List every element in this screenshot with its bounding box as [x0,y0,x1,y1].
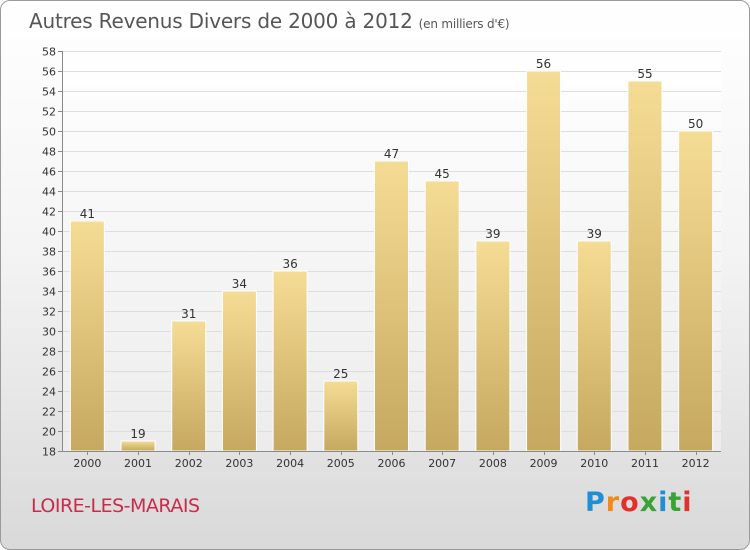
y-tick-label: 30 [42,326,56,339]
y-tick-label: 40 [42,226,56,239]
proxiti-logo[interactable]: Proxiti [585,487,693,518]
bar-2008[interactable]: 39 [475,227,511,452]
y-tick-label: 32 [42,306,56,319]
y-tick-label: 46 [42,166,56,179]
bar-rect[interactable] [627,80,663,452]
x-tick-label: 2001 [124,457,152,470]
bar-rect[interactable] [120,440,156,452]
logo-letter: r [605,487,621,518]
x-tick-label: 2010 [580,457,608,470]
y-tick-label: 48 [42,146,56,159]
x-tick-label: 2011 [631,457,659,470]
x-tick-label: 2002 [175,457,203,470]
bar-value-label: 39 [587,227,602,241]
logo-letter: t [668,487,683,518]
bar-value-label: 25 [333,367,348,381]
bar-value-label: 39 [485,227,500,241]
bar-value-label: 47 [384,147,399,161]
bar-rect[interactable] [221,290,257,452]
x-axis: 2000 2001 2002 2003 2004 2005 2006 2007 2008 2009… [73,451,710,470]
town-name: LOIRE-LES-MARAIS [31,495,200,517]
y-tick-label: 36 [42,266,56,279]
y-tick-label: 34 [42,286,56,299]
bar-rect[interactable] [526,70,562,452]
bar-rect[interactable] [374,160,409,452]
bar-2009[interactable]: 56 [526,57,562,452]
bar-2011[interactable]: 55 [627,67,663,452]
y-tick-label: 26 [42,366,56,379]
x-tick-label: 2008 [479,457,507,470]
x-tick-label: 2012 [682,457,710,470]
bar-2004[interactable]: 36 [272,257,308,452]
bar-rect[interactable] [475,240,511,452]
y-tick-label: 20 [42,426,56,439]
y-tick-label: 42 [42,206,56,219]
logo-letter: i [658,487,669,518]
y-tick-label: 56 [42,66,56,79]
bar-rect[interactable] [171,320,207,452]
bar-2007[interactable]: 45 [424,167,460,452]
y-tick-label: 28 [42,346,56,359]
y-tick-label: 22 [42,406,56,419]
bar-value-label: 34 [232,277,247,291]
bar-value-label: 55 [637,67,652,81]
bar-value-label: 41 [80,207,95,221]
y-tick-label: 58 [42,46,56,59]
bar-2010[interactable]: 39 [576,227,612,452]
y-tick-label: 24 [42,386,56,399]
bars-group: 41 19 31 34 36 25 47 45 39 56 39 55 50 [69,57,714,452]
bar-2005[interactable]: 25 [323,367,359,452]
bar-2006[interactable]: 47 [374,147,409,452]
y-axis: 18 20 22 24 26 28 30 32 34 36 38 40 42 44 46 48 50 52 54 56… [42,46,62,459]
bar-value-label: 31 [181,307,196,321]
chart-title: Autres Revenus Divers de 2000 à 2012 (en … [29,9,510,33]
bar-value-label: 56 [536,57,551,71]
bar-2000[interactable]: 41 [69,207,105,452]
bar-rect[interactable] [272,270,308,452]
chart-subtitle: (en milliers d'€) [418,17,510,31]
bar-value-label: 36 [282,257,297,271]
logo-letter: x [639,487,659,518]
x-tick-label: 2009 [530,457,558,470]
bar-2002[interactable]: 31 [171,307,207,452]
bar-rect[interactable] [323,380,359,452]
chart-title-text: Autres Revenus Divers de 2000 à 2012 [29,9,413,33]
y-tick-label: 38 [42,246,56,259]
y-tick-label: 44 [42,186,56,199]
bar-2003[interactable]: 34 [221,277,257,452]
bar-value-label: 19 [130,427,145,441]
bar-value-label: 50 [688,117,703,131]
logo-letter: o [620,487,640,518]
y-tick-label: 50 [42,126,56,139]
bar-2012[interactable]: 50 [678,117,714,452]
bar-rect[interactable] [678,130,714,452]
bar-rect[interactable] [576,240,612,452]
y-tick-label: 54 [42,86,56,99]
x-tick-label: 2006 [378,457,406,470]
bar-rect[interactable] [424,180,460,452]
x-tick-label: 2003 [225,457,253,470]
bar-rect[interactable] [69,220,105,452]
y-tick-label: 18 [42,446,56,459]
logo-letter: P [585,487,606,518]
x-tick-label: 2005 [327,457,355,470]
x-tick-label: 2004 [276,457,304,470]
x-tick-label: 2007 [428,457,456,470]
bar-value-label: 45 [435,167,450,181]
x-tick-label: 2000 [73,457,101,470]
logo-letter: i [682,487,693,518]
y-tick-label: 52 [42,106,56,119]
